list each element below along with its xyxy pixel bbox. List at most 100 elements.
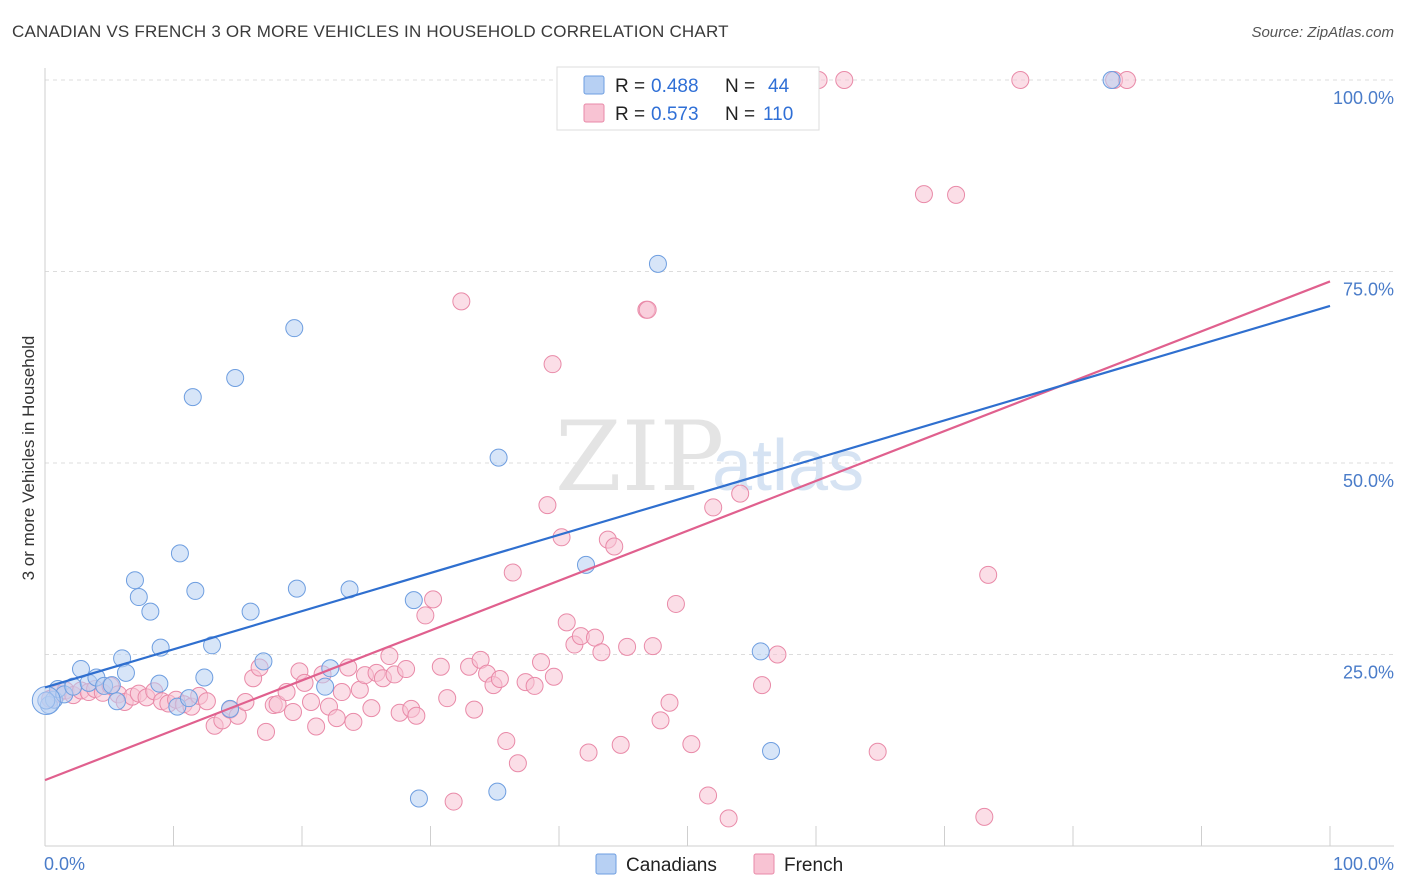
canadian-points xyxy=(31,71,1121,808)
french-point xyxy=(768,645,787,664)
french-points xyxy=(41,71,1136,828)
legend-swatch-french xyxy=(583,103,605,123)
french-point xyxy=(431,657,450,676)
legend-swatch-canadians xyxy=(583,75,605,95)
french-point xyxy=(538,496,557,515)
legend-r-label: R = xyxy=(615,76,645,97)
french-point xyxy=(397,660,416,679)
canadian-point xyxy=(129,588,148,607)
french-point xyxy=(914,185,933,204)
legend-r-label: R = xyxy=(615,104,645,125)
french-point xyxy=(543,355,562,374)
canadian-point xyxy=(107,692,126,711)
x-tick-label-min: 0.0% xyxy=(44,854,85,874)
canadian-point xyxy=(488,782,507,801)
french-point xyxy=(416,606,435,625)
french-point xyxy=(1117,71,1136,89)
canadian-point xyxy=(102,676,121,695)
french-point xyxy=(424,590,443,609)
canadian-point xyxy=(195,668,214,687)
french-point xyxy=(947,185,966,204)
bottom-legend-french: French xyxy=(784,855,843,876)
legend-n-value-french: 110 xyxy=(763,104,793,125)
canadian-point xyxy=(241,602,260,621)
bottom-legend-swatch-french xyxy=(753,853,775,875)
french-point xyxy=(611,735,630,754)
canadian-point xyxy=(125,571,144,590)
french-point xyxy=(307,717,326,736)
axes xyxy=(44,68,1394,847)
french-point xyxy=(344,712,363,731)
y-tick-label: 75.0% xyxy=(1343,280,1394,300)
canadian-point xyxy=(762,742,781,761)
legend-n-label: N = xyxy=(725,104,755,125)
canadian-point xyxy=(170,544,189,563)
french-point xyxy=(975,807,994,826)
french-point xyxy=(660,693,679,712)
series-legend: Canadians French xyxy=(595,853,843,876)
french-point xyxy=(444,792,463,811)
y-axis-title: 3 or more Vehicles in Household xyxy=(19,336,38,581)
french-point xyxy=(268,695,287,714)
french-point xyxy=(557,613,576,632)
canadian-point xyxy=(287,579,306,598)
canadian-point xyxy=(254,652,273,671)
french-point xyxy=(651,711,670,730)
canadian-point xyxy=(489,448,508,467)
french-point xyxy=(452,292,471,311)
french-point xyxy=(438,689,457,708)
french-point xyxy=(508,754,527,773)
y-tick-label: 50.0% xyxy=(1343,471,1394,491)
canadian-point xyxy=(648,254,667,273)
french-point xyxy=(719,809,738,828)
stats-legend: R = 0.488 N = 44 R = 0.573 N = 110 xyxy=(556,66,820,131)
french-point xyxy=(532,653,551,672)
canadian-point xyxy=(751,642,770,661)
french-point xyxy=(868,742,887,761)
canadian-point xyxy=(404,591,423,610)
canadian-point xyxy=(226,368,245,387)
canadian-point xyxy=(1102,71,1121,89)
french-point xyxy=(666,594,685,613)
french-point xyxy=(579,743,598,762)
canadian-point-cluster xyxy=(31,685,61,715)
french-point xyxy=(525,676,544,695)
x-tick-label-max: 100.0% xyxy=(1333,854,1394,874)
canadian-point xyxy=(183,388,202,407)
grid-lines xyxy=(45,79,1394,655)
canadian-trend-line xyxy=(44,304,1331,689)
legend-r-value-french: 0.573 xyxy=(651,104,699,125)
french-point xyxy=(257,722,276,741)
french-point xyxy=(731,484,750,503)
canadian-point xyxy=(316,677,335,696)
canadian-point xyxy=(186,581,205,600)
french-point xyxy=(380,647,399,666)
french-point xyxy=(503,563,522,582)
bottom-legend-swatch-canadians xyxy=(595,853,617,875)
french-point xyxy=(835,71,854,89)
canadian-point xyxy=(285,319,304,338)
french-point xyxy=(465,700,484,719)
french-point xyxy=(301,692,320,711)
french-trend-line xyxy=(44,280,1331,782)
legend-n-label: N = xyxy=(725,76,755,97)
canadian-point xyxy=(179,689,198,708)
french-point xyxy=(618,637,637,656)
french-point xyxy=(704,498,723,517)
french-point xyxy=(497,732,516,751)
chart-title: CANADIAN VS FRENCH 3 OR MORE VEHICLES IN… xyxy=(12,22,729,41)
french-point xyxy=(643,637,662,656)
french-point xyxy=(699,786,718,805)
y-tick-labels: 25.0% 50.0% 75.0% 100.0% xyxy=(1333,88,1394,683)
y-tick-label: 25.0% xyxy=(1343,663,1394,683)
french-point xyxy=(638,300,657,319)
french-point xyxy=(753,676,772,695)
y-tick-label: 100.0% xyxy=(1333,88,1394,108)
canadian-point xyxy=(141,602,160,621)
french-point xyxy=(682,735,701,754)
french-point xyxy=(407,706,426,725)
canadian-point xyxy=(409,789,428,808)
watermark-zip: ZIP xyxy=(555,401,724,513)
french-point xyxy=(979,565,998,584)
